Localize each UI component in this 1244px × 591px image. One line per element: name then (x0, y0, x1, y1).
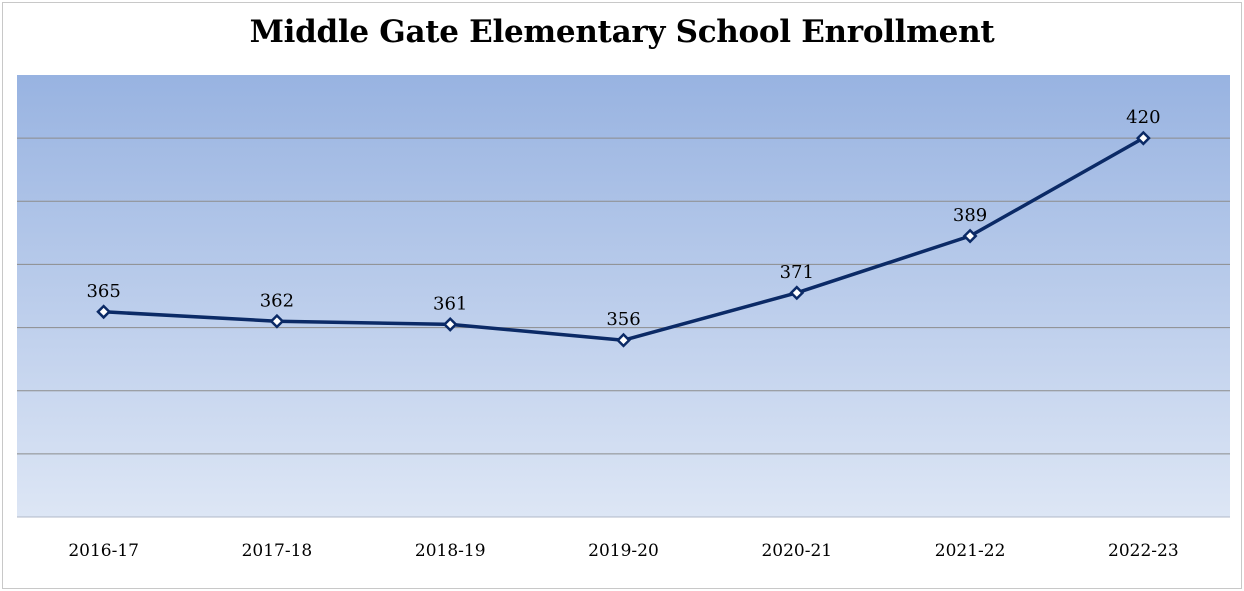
data-label: 361 (433, 293, 467, 314)
data-label: 365 (86, 281, 120, 302)
data-point-marker (616, 332, 631, 348)
data-point-marker (442, 316, 458, 332)
x-tick-label: 2020-21 (761, 541, 832, 561)
data-label: 389 (953, 205, 987, 226)
data-point-marker (96, 304, 112, 320)
x-tick-label: 2021-22 (935, 541, 1006, 561)
x-tick-label: 2016-17 (68, 541, 139, 561)
x-tick-label: 2022-23 (1108, 541, 1179, 561)
x-tick-label: 2017-18 (242, 541, 313, 561)
x-tick-label: 2019-20 (588, 541, 659, 561)
series-group: 365 362 361 356 371 389 420 (86, 107, 1161, 348)
data-point-marker (789, 285, 805, 301)
data-point-marker (269, 313, 285, 329)
plot-area (17, 75, 1230, 517)
gridlines (17, 137, 1230, 518)
data-point-marker (1135, 130, 1151, 146)
x-axis-tick-labels: 2016-17 2017-18 2018-19 2019-20 2020-21 2021-… (68, 541, 1178, 561)
data-label: 371 (780, 262, 814, 283)
data-point-marker (962, 228, 978, 244)
data-label: 356 (606, 309, 640, 330)
data-label: 362 (260, 290, 294, 311)
x-tick-label: 2018-19 (415, 541, 486, 561)
data-label: 420 (1126, 107, 1160, 128)
chart-title: Middle Gate Elementary School Enrollment (249, 14, 995, 50)
